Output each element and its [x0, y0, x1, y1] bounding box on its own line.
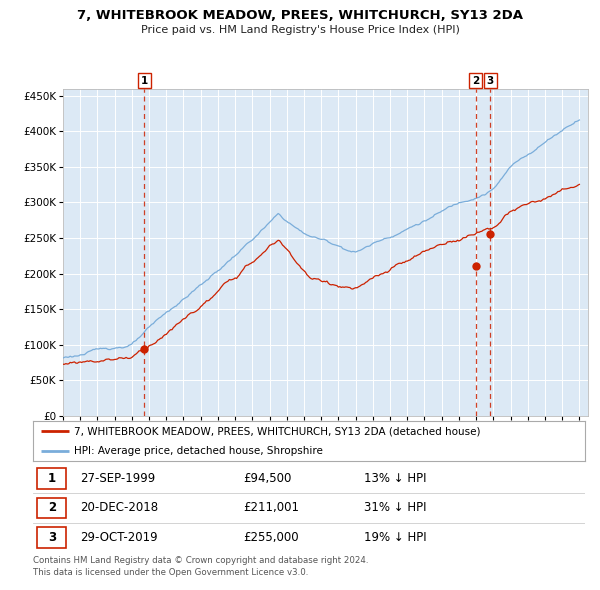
- Text: £255,000: £255,000: [243, 530, 298, 543]
- Text: Price paid vs. HM Land Registry's House Price Index (HPI): Price paid vs. HM Land Registry's House …: [140, 25, 460, 35]
- FancyBboxPatch shape: [37, 468, 66, 489]
- Text: 2: 2: [472, 76, 479, 86]
- Text: 7, WHITEBROOK MEADOW, PREES, WHITCHURCH, SY13 2DA (detached house): 7, WHITEBROOK MEADOW, PREES, WHITCHURCH,…: [74, 427, 481, 436]
- Text: 7, WHITEBROOK MEADOW, PREES, WHITCHURCH, SY13 2DA: 7, WHITEBROOK MEADOW, PREES, WHITCHURCH,…: [77, 9, 523, 22]
- Text: 3: 3: [487, 76, 494, 86]
- FancyBboxPatch shape: [37, 497, 66, 519]
- FancyBboxPatch shape: [37, 527, 66, 548]
- Text: 2: 2: [48, 502, 56, 514]
- Text: Contains HM Land Registry data © Crown copyright and database right 2024.: Contains HM Land Registry data © Crown c…: [33, 556, 368, 565]
- Text: HPI: Average price, detached house, Shropshire: HPI: Average price, detached house, Shro…: [74, 447, 323, 456]
- Text: 13% ↓ HPI: 13% ↓ HPI: [364, 473, 427, 486]
- Text: 1: 1: [141, 76, 148, 86]
- Text: 3: 3: [48, 530, 56, 543]
- Text: 27-SEP-1999: 27-SEP-1999: [80, 473, 155, 486]
- Text: This data is licensed under the Open Government Licence v3.0.: This data is licensed under the Open Gov…: [33, 568, 308, 576]
- Text: 31% ↓ HPI: 31% ↓ HPI: [364, 502, 427, 514]
- Text: £94,500: £94,500: [243, 473, 291, 486]
- Text: £211,001: £211,001: [243, 502, 299, 514]
- Text: 1: 1: [48, 473, 56, 486]
- Text: 20-DEC-2018: 20-DEC-2018: [80, 502, 158, 514]
- Text: 29-OCT-2019: 29-OCT-2019: [80, 530, 158, 543]
- Text: 19% ↓ HPI: 19% ↓ HPI: [364, 530, 427, 543]
